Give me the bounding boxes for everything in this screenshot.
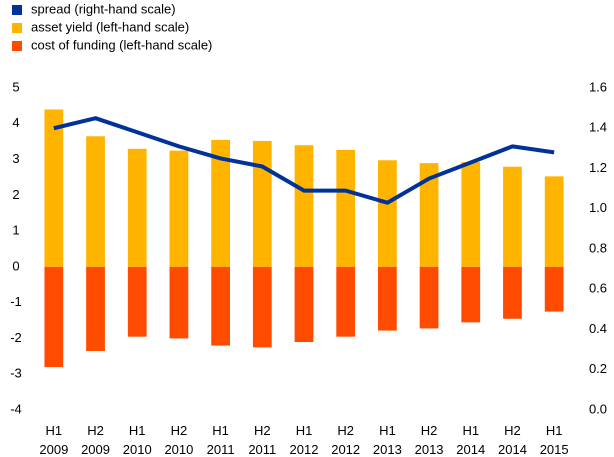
yticks-label: 5 — [12, 79, 19, 94]
bar — [544, 176, 564, 267]
bar — [127, 148, 147, 267]
yticks-label: -3 — [10, 366, 22, 381]
bar — [461, 162, 481, 267]
y2ticks-label: 0.6 — [589, 281, 607, 296]
x-tick-label: H1 2011 — [207, 423, 235, 457]
x-tick-label: H2 2014 — [498, 423, 527, 457]
x-tick-label: H2 2012 — [331, 423, 360, 457]
bar — [461, 266, 481, 323]
bar — [336, 149, 356, 267]
bar — [336, 266, 356, 337]
yticks-label: 2 — [12, 187, 19, 202]
y2ticks-label: 1.0 — [589, 200, 607, 215]
x-tick-label: H1 2010 — [123, 423, 152, 457]
bar — [44, 109, 64, 267]
legend-swatch — [12, 23, 22, 33]
x-tick-label: H2 2010 — [164, 423, 193, 457]
x-tick-label: H1 2015 — [540, 423, 569, 457]
y2ticks-label: 0.2 — [589, 361, 607, 376]
line — [53, 116, 555, 205]
x-tick-label: H2 2013 — [415, 423, 444, 457]
x-tick-label: H1 2012 — [290, 423, 319, 457]
bar — [294, 266, 314, 343]
yticks-label: 0 — [12, 258, 19, 273]
bar — [169, 266, 189, 339]
x-tick-label: H2 2009 — [81, 423, 110, 457]
bar — [252, 266, 272, 348]
y2ticks-label: 0.4 — [589, 321, 607, 336]
bar — [294, 145, 314, 267]
legend-swatch — [12, 5, 22, 15]
y2ticks-label: 1.4 — [589, 120, 607, 135]
bar — [378, 266, 397, 331]
yticks-label: 1 — [12, 223, 19, 238]
bar — [419, 163, 439, 267]
yticks-label: -2 — [10, 330, 22, 345]
legend-label: asset yield (left-hand scale) — [31, 19, 189, 34]
y2ticks-label: 0.8 — [589, 240, 607, 255]
bar — [86, 266, 105, 351]
yticks-label: 4 — [12, 115, 19, 130]
bar — [544, 266, 564, 312]
y2ticks-label: 1.2 — [589, 160, 607, 175]
bar — [211, 266, 230, 346]
bar — [378, 160, 397, 267]
bar — [169, 150, 189, 267]
bar — [503, 166, 522, 267]
legend-label: spread (right-hand scale) — [31, 1, 176, 16]
bar — [252, 140, 272, 267]
bar — [211, 139, 230, 267]
yticks-label: -4 — [10, 401, 22, 416]
x-tick-label: H2 2011 — [248, 423, 276, 457]
bar — [419, 266, 439, 329]
y2ticks-label: 1.6 — [589, 79, 607, 94]
legend-label: cost of funding (left-hand scale) — [31, 37, 212, 52]
bar — [503, 266, 522, 319]
yticks-label: 3 — [12, 151, 19, 166]
y2ticks-label: 0.0 — [589, 401, 607, 416]
yticks-label: -1 — [10, 294, 22, 309]
bar — [86, 136, 105, 267]
x-tick-label: H1 2013 — [373, 423, 402, 457]
bar — [127, 266, 147, 337]
x-tick-label: H1 2014 — [456, 423, 485, 457]
legend-swatch — [12, 41, 22, 51]
x-tick-label: H1 2009 — [39, 423, 68, 457]
bar — [44, 266, 64, 368]
